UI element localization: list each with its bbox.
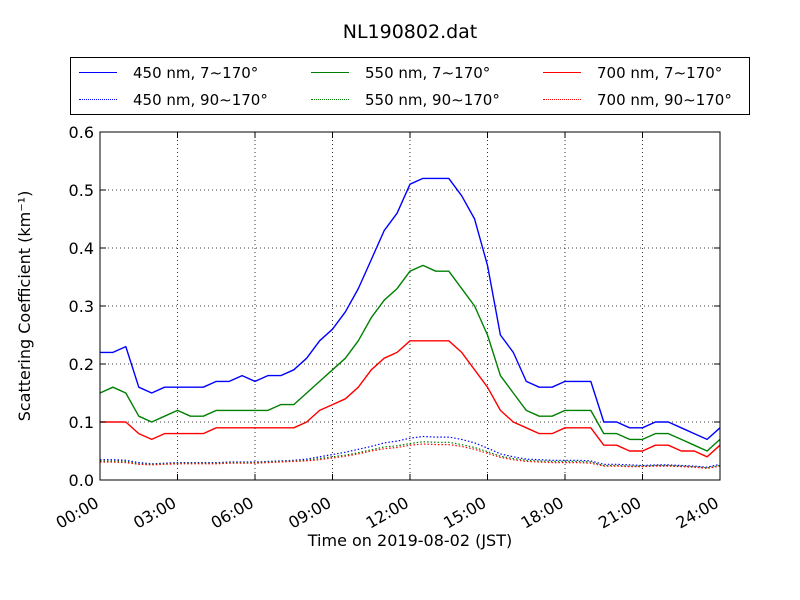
series-layer bbox=[99, 177, 721, 469]
x-tick-label: 15:00 bbox=[440, 493, 489, 533]
series-line-dotted-3 bbox=[100, 435, 721, 468]
x-tick-label: 18:00 bbox=[518, 493, 567, 533]
series-line-solid-1 bbox=[99, 264, 721, 452]
x-tick-label: 24:00 bbox=[673, 493, 722, 533]
legend-label: 450 nm, 7∼170° bbox=[133, 64, 259, 82]
x-tick-label: 06:00 bbox=[208, 493, 257, 533]
series-line-solid-0 bbox=[100, 177, 721, 441]
x-tick-labels: 00:00 03:00 06:00 09:00 12:00 15:00 18:00 21:00… bbox=[53, 493, 722, 533]
legend-label: 700 nm, 7∼170° bbox=[597, 64, 723, 82]
series-line-solid-2 bbox=[100, 340, 721, 458]
x-tick-label: 21:00 bbox=[595, 493, 644, 533]
legend-swatch bbox=[79, 99, 117, 100]
x-tick-label: 09:00 bbox=[285, 493, 334, 533]
y-tick-label: 0.3 bbox=[69, 297, 94, 316]
legend-swatch bbox=[79, 72, 117, 73]
series-line-dotted-5 bbox=[100, 443, 721, 469]
legend-label: 550 nm, 90∼170° bbox=[365, 91, 500, 109]
legend-swatch bbox=[311, 99, 349, 100]
series-line-dotted-4 bbox=[100, 441, 721, 469]
legend-swatch bbox=[543, 99, 581, 100]
x-axis-label: Time on 2019-08-02 (JST) bbox=[307, 531, 512, 550]
x-tick-label: 00:00 bbox=[53, 493, 102, 533]
legend-label: 700 nm, 90∼170° bbox=[597, 91, 732, 109]
x-tick-label: 03:00 bbox=[130, 493, 179, 533]
y-tick-label: 0.4 bbox=[69, 239, 94, 258]
legend-label: 550 nm, 7∼170° bbox=[365, 64, 491, 82]
axis-ticks bbox=[99, 131, 721, 481]
legend-swatch bbox=[311, 72, 349, 73]
y-axis-label: Scattering Coefficient (km⁻¹) bbox=[15, 191, 34, 422]
legend-swatch bbox=[543, 72, 581, 73]
y-tick-label: 0.5 bbox=[69, 181, 94, 200]
y-tick-label: 0.6 bbox=[69, 123, 94, 142]
legend: 450 nm, 7∼170° 550 nm, 7∼170° 700 nm, 7∼17… bbox=[70, 57, 750, 115]
y-tick-label: 0.1 bbox=[69, 413, 94, 432]
chart-title: NL190802.dat bbox=[343, 21, 478, 43]
y-tick-labels: 0.0 0.1 0.2 0.3 0.4 0.5 0.6 bbox=[69, 123, 94, 490]
legend-label: 450 nm, 90∼170° bbox=[133, 91, 268, 109]
y-tick-label: 0.2 bbox=[69, 355, 94, 374]
y-tick-label: 0.0 bbox=[69, 471, 94, 490]
x-tick-label: 12:00 bbox=[363, 493, 412, 533]
